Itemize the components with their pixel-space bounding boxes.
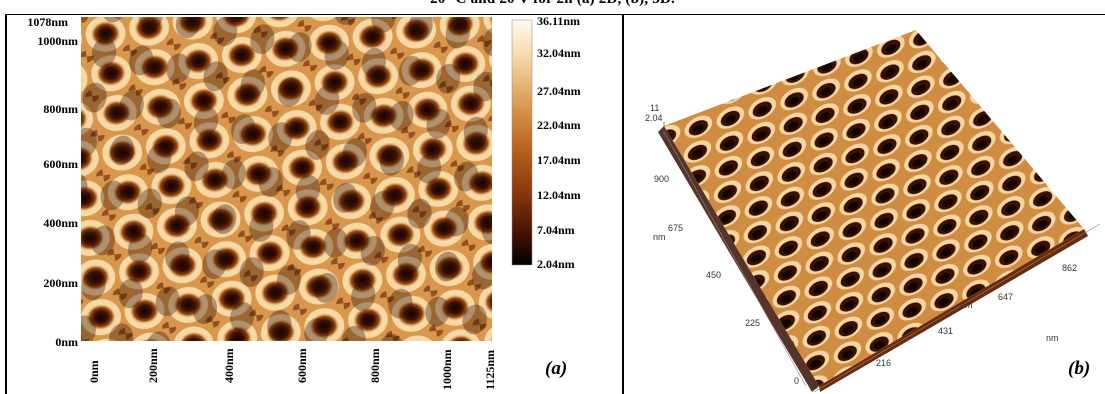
afm-2d-image [81, 17, 492, 341]
x-tick-label: 600nm [295, 348, 309, 383]
x3d-tick-label: 216 [876, 358, 892, 368]
x-tick-label: 1125nm [483, 349, 497, 390]
z-tick-label: 2.04 [645, 113, 663, 123]
y3d-tick-label: 225 [745, 318, 761, 328]
y3d-tick-label: 675 [668, 223, 684, 233]
x3d-tick-label: 862 [1062, 263, 1078, 273]
colorbar-tick-label: 27.04nm [537, 84, 581, 98]
colorbar-tick-label: 36.11nm [537, 14, 581, 28]
x-tick-label: 0nm [87, 360, 101, 383]
colorbar-tick-label: 2.04nm [537, 257, 575, 271]
x-tick-label: 200nm [146, 348, 160, 383]
y3d-tick-label: 0 [794, 376, 800, 386]
z-tick-label: 11 [650, 103, 660, 113]
x3d-tick-label: 0 [813, 381, 819, 391]
y3d-unit-label: nm [653, 232, 666, 242]
y-tick-label: 0nm [55, 335, 78, 349]
colorbar-tick-label: 7.04nm [537, 223, 575, 237]
colorbar-tick-label: 17.04nm [537, 153, 581, 167]
figure-frame [5, 14, 1105, 394]
colorbar-tick-label: 12.04nm [537, 188, 581, 202]
afm-3d-surface [658, 30, 1101, 393]
x-tick-label: 800nm [368, 348, 382, 383]
x-tick-label: 400nm [222, 348, 236, 383]
x3d-unit-label: nm [960, 300, 973, 310]
x3d-tick-label: 647 [998, 292, 1014, 302]
y3d-tick-label: 450 [706, 270, 722, 280]
x3d-unit-label-right: nm [1046, 333, 1059, 343]
y-tick-label: 200nm [43, 276, 78, 290]
x3d-tick-label: 431 [938, 326, 954, 336]
figure-caption: 20 °C and 20 V for 2h (a) 2D, (b), 3D. [0, 0, 1105, 8]
colorbar [511, 19, 533, 266]
y-axis-max-label: 1078nm [27, 15, 68, 29]
colorbar-tick-label: 32.04nm [537, 46, 581, 60]
y3d-tick-label: 900 [654, 174, 670, 184]
panel-b-label: (b) [1068, 358, 1091, 379]
panel-a-label: (a) [545, 358, 568, 379]
colorbar-tick-label: 22.04nm [537, 118, 581, 132]
y-tick-label: 1000nm [37, 34, 78, 48]
y-tick-label: 800nm [43, 102, 78, 116]
panel-divider [622, 14, 624, 394]
y-tick-label: 400nm [43, 216, 78, 230]
y-tick-label: 600nm [43, 157, 78, 171]
x-tick-label: 1000nm [440, 349, 454, 390]
